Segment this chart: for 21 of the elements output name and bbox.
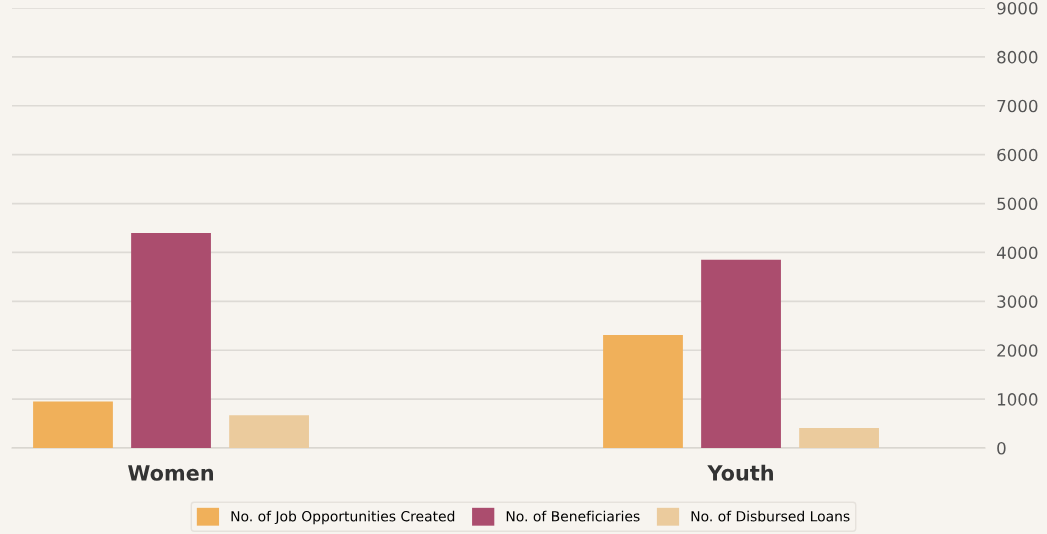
bar bbox=[33, 401, 113, 448]
x-tick-label: Youth bbox=[707, 464, 773, 481]
legend-label: No. of Beneficiaries bbox=[506, 510, 640, 522]
legend-label: No. of Disbursed Loans bbox=[691, 510, 850, 522]
y-tick-label: 2000 bbox=[997, 344, 1038, 357]
y-tick-label: 0 bbox=[997, 441, 1006, 455]
legend-label: No. of Job Opportunities Created bbox=[231, 510, 455, 525]
y-tick-label: 7000 bbox=[997, 99, 1038, 113]
bar bbox=[701, 259, 781, 448]
y-tick-label: 3000 bbox=[997, 295, 1038, 308]
y-tick-label: 9000 bbox=[997, 1, 1038, 15]
x-tick-label: Women bbox=[128, 465, 214, 481]
y-tick-label: 4000 bbox=[996, 246, 1038, 260]
bar bbox=[799, 427, 879, 448]
y-tick-label: 5000 bbox=[997, 197, 1038, 211]
bar bbox=[603, 335, 683, 448]
bar bbox=[131, 232, 211, 448]
y-tick-label: 1000 bbox=[997, 393, 1038, 406]
bar bbox=[229, 415, 309, 448]
y-tick-label: 8000 bbox=[997, 50, 1038, 64]
y-tick-label: 6000 bbox=[997, 148, 1038, 162]
